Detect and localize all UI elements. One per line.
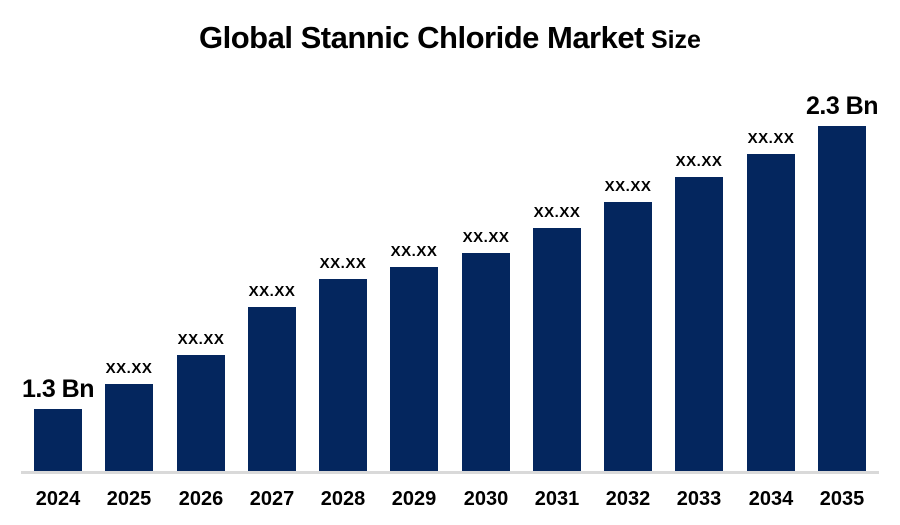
x-tick-2030: 2030 — [463, 488, 509, 510]
bar-value-label-2027: XX.XX — [248, 283, 296, 300]
bar-value-label-2031: XX.XX — [533, 204, 581, 221]
bar-2031 — [533, 228, 581, 471]
x-tick-2032: 2032 — [605, 488, 651, 510]
bar-value-label-2032: XX.XX — [604, 178, 652, 195]
x-tick-2034: 2034 — [748, 488, 794, 510]
x-tick-2027: 2027 — [249, 488, 295, 510]
bar-value-label-2024: 1.3 Bn — [21, 375, 95, 403]
bar-2025 — [105, 384, 153, 471]
bar-value-label-2029: XX.XX — [390, 243, 438, 260]
bar-value-label-2026: XX.XX — [177, 331, 225, 348]
bar-value-label-2033: XX.XX — [675, 153, 723, 170]
bar-2027 — [248, 307, 296, 471]
x-tick-2028: 2028 — [320, 488, 366, 510]
bar-2032 — [604, 202, 652, 471]
x-tick-2033: 2033 — [676, 488, 722, 510]
x-tick-2029: 2029 — [391, 488, 437, 510]
chart-title-suffix: Size — [650, 26, 701, 54]
chart-title-main: Global Stannic Chloride Market — [199, 20, 644, 55]
x-axis-line — [21, 471, 879, 474]
x-tick-2025: 2025 — [106, 488, 152, 510]
bar-2030 — [462, 253, 510, 471]
x-tick-2026: 2026 — [178, 488, 224, 510]
bar-2034 — [747, 154, 795, 471]
bar-2033 — [675, 177, 723, 471]
chart-title: Global Stannic Chloride Market Size — [0, 20, 900, 56]
bar-2024 — [34, 409, 82, 471]
bar-2029 — [390, 267, 438, 471]
bar-2035 — [818, 126, 866, 471]
bar-2026 — [177, 355, 225, 471]
bar-value-label-2030: XX.XX — [462, 229, 510, 246]
bar-value-label-2028: XX.XX — [319, 255, 367, 272]
bar-value-label-2025: XX.XX — [105, 360, 153, 377]
bar-2028 — [319, 279, 367, 471]
bar-value-label-2034: XX.XX — [747, 130, 795, 147]
x-tick-2035: 2035 — [819, 488, 865, 510]
bar-value-label-2035: 2.3 Bn — [805, 92, 879, 120]
x-tick-2031: 2031 — [534, 488, 580, 510]
x-tick-2024: 2024 — [35, 488, 81, 510]
